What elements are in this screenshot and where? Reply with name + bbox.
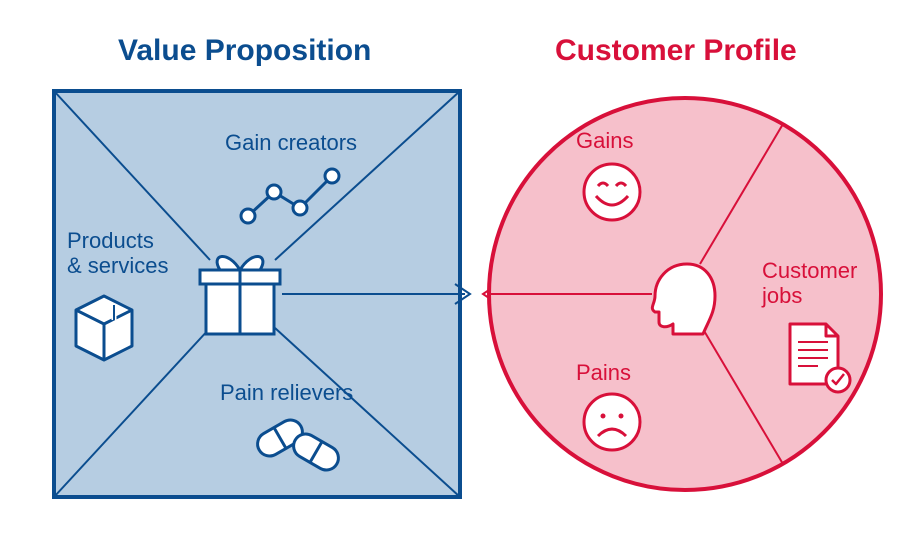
head-icon <box>652 264 715 334</box>
pains-label: Pains <box>576 360 631 385</box>
gains-label: Gains <box>576 128 633 153</box>
frown-icon <box>584 394 640 450</box>
customer-jobs-label: Customer jobs <box>762 258 857 309</box>
diagram-stage: Value Proposition Customer Profile <box>0 0 900 549</box>
pain-relievers-label: Pain relievers <box>220 380 353 405</box>
smile-icon <box>584 164 640 220</box>
products-services-label: Products & services <box>67 228 168 279</box>
box-icon <box>76 296 132 360</box>
gain-creators-label: Gain creators <box>225 130 357 155</box>
